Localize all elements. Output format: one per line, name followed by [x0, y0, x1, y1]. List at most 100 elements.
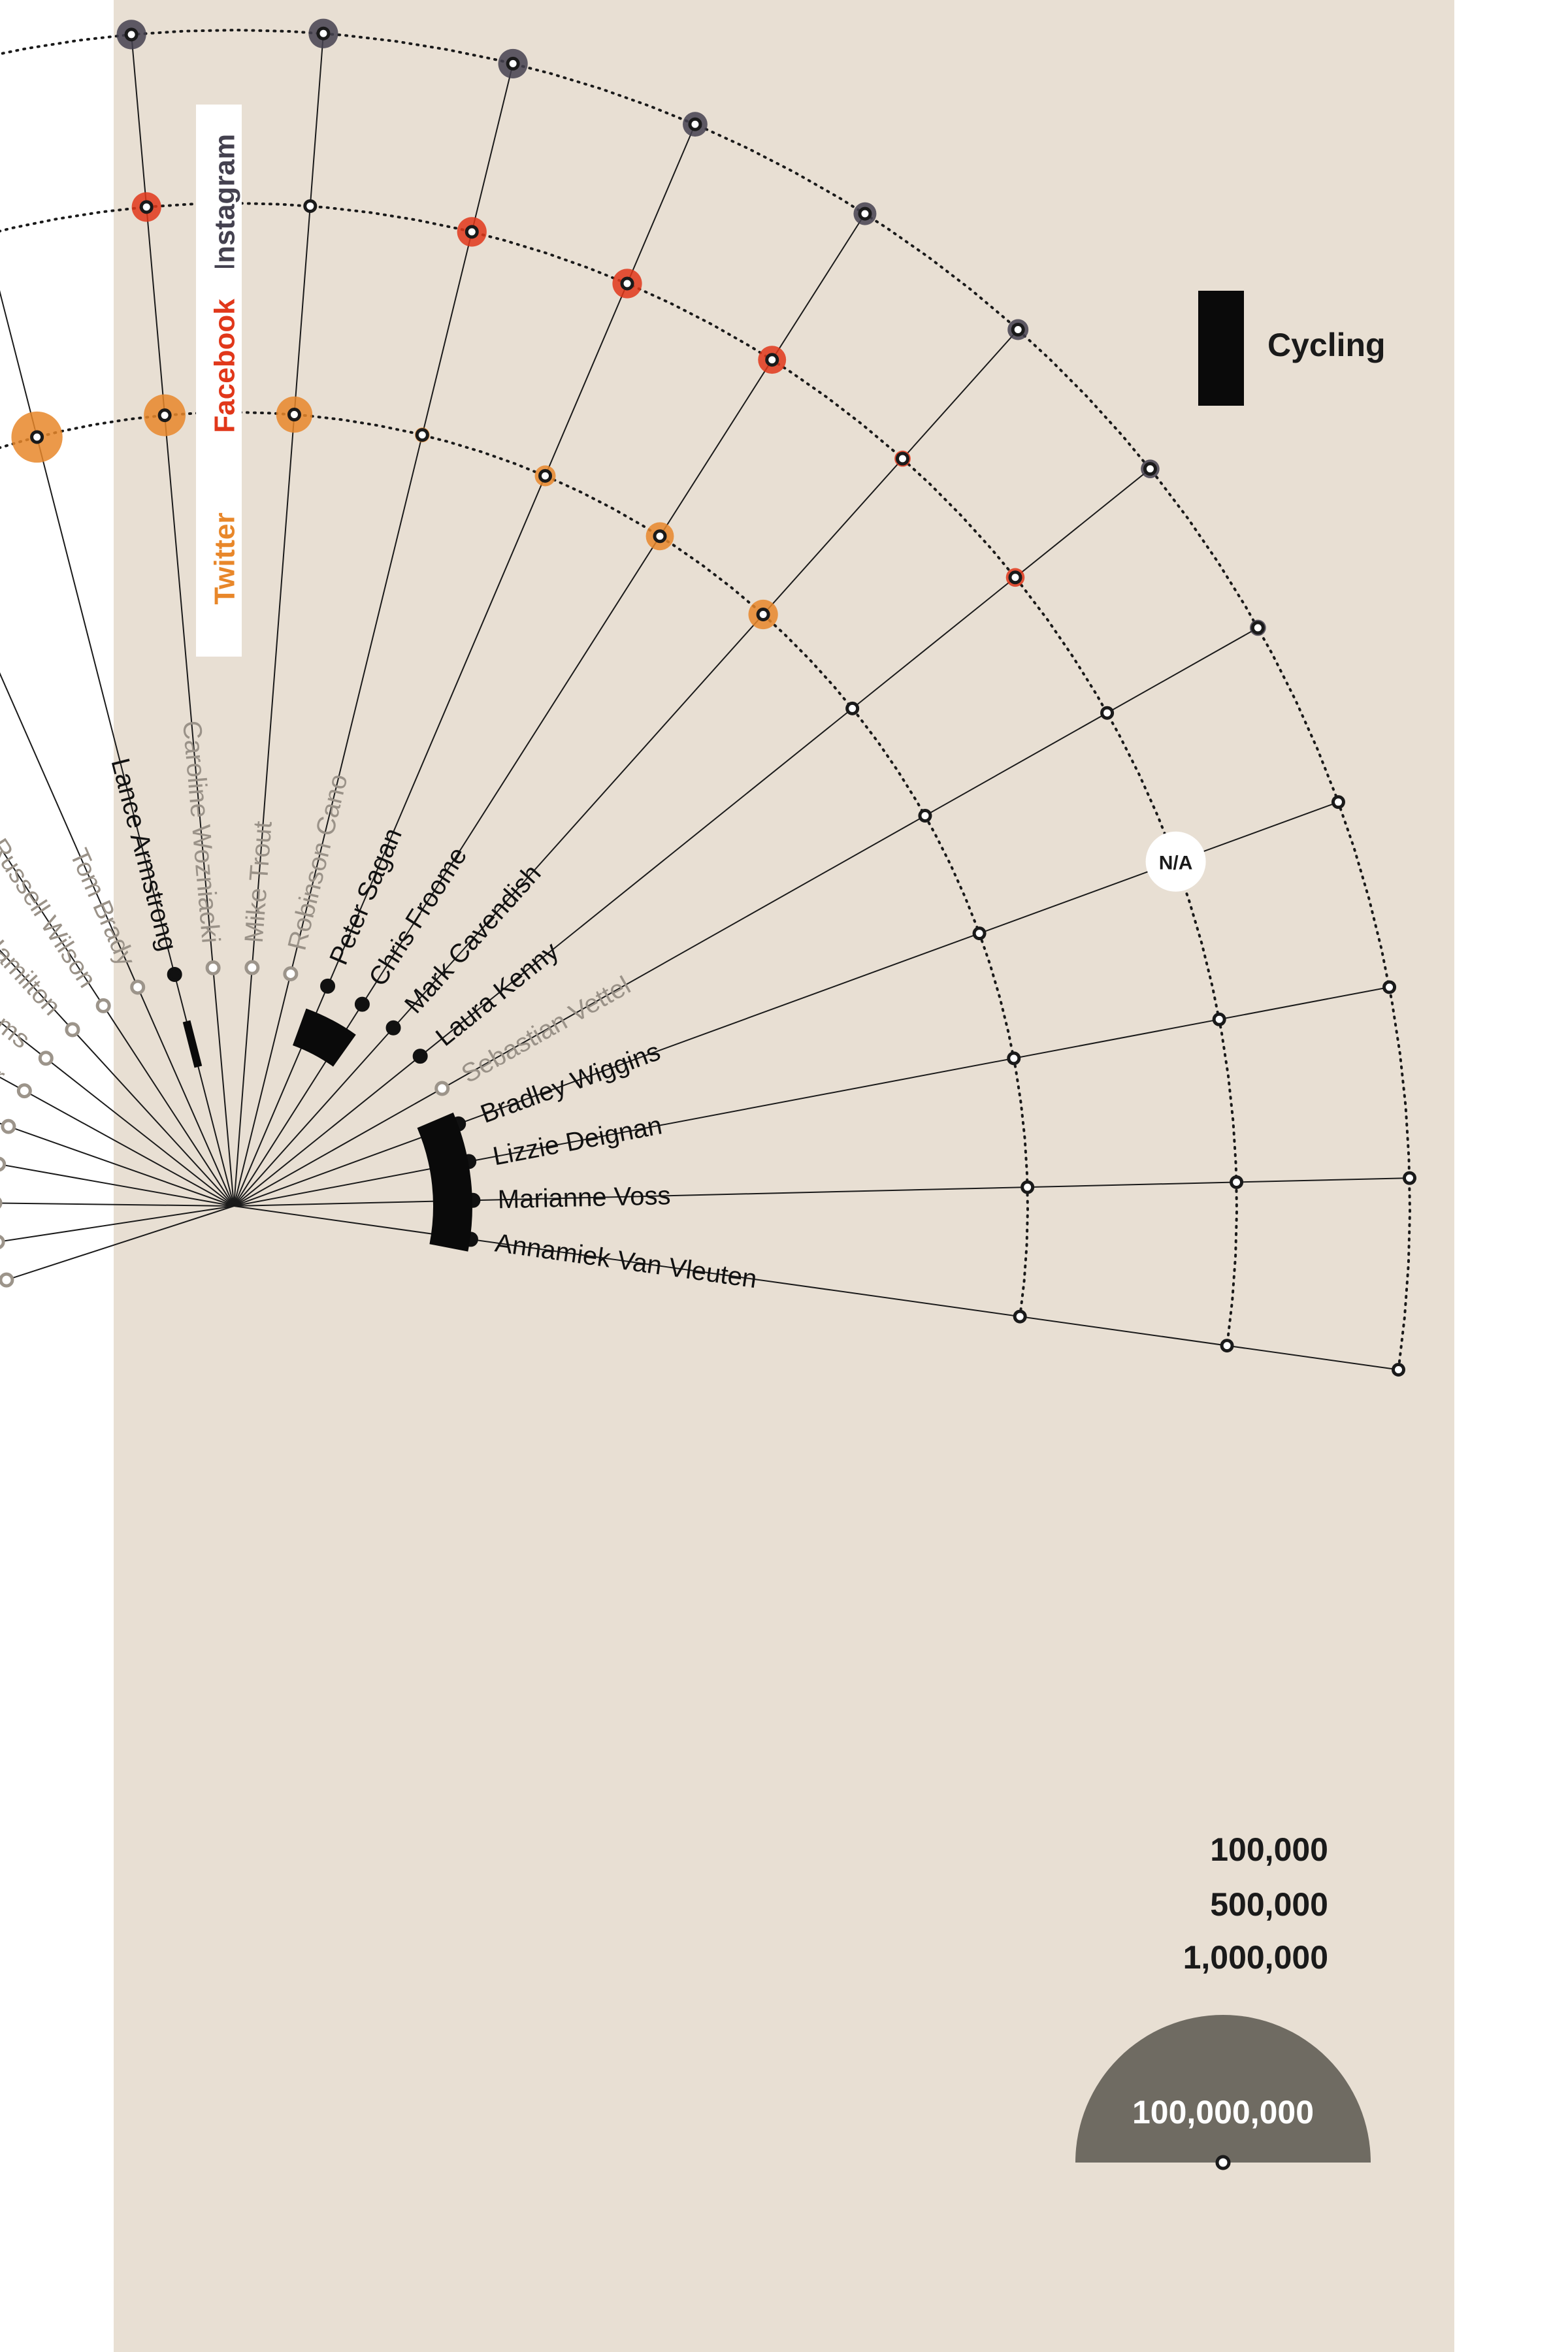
spoke-outer [363, 213, 866, 1002]
athlete-marker [283, 966, 299, 981]
legend-scale-semicircle [1075, 2015, 1371, 2163]
spoke-outer [0, 845, 102, 1003]
spoke-outer [395, 329, 1019, 1026]
athlete-label: Caroline Wozniacki [177, 719, 225, 944]
bubble-center [1007, 1051, 1021, 1066]
legend-size-label-medium: 500,000 [1210, 1886, 1328, 1923]
spokes [0, 33, 1410, 1371]
bubble-center [415, 428, 429, 442]
bubble-center [1402, 1171, 1416, 1185]
spoke-outer [328, 123, 696, 983]
bubble-center [1220, 1339, 1234, 1353]
bubble-center [124, 27, 139, 42]
spoke-inner [2, 1205, 235, 1282]
athlete-marker [385, 1020, 401, 1036]
spoke-inner [42, 1055, 235, 1207]
bubble-center [1230, 1175, 1244, 1189]
spoke-inner [101, 1002, 235, 1207]
spoke-inner [233, 964, 253, 1207]
legend-cycling-label: Cycling [1267, 327, 1386, 363]
na-label: N/A [1159, 853, 1193, 874]
athlete-marker [244, 960, 260, 975]
bubble-center [465, 225, 479, 239]
spoke-outer [0, 289, 174, 971]
spoke-outer [252, 33, 324, 964]
athlete-marker [167, 966, 182, 982]
spoke-outer [476, 1177, 1410, 1201]
athlete-marker [1, 1119, 16, 1134]
bubble-center [316, 26, 331, 41]
bubble-center [139, 200, 154, 214]
bubble-center [765, 353, 779, 367]
spoke-inner [212, 964, 235, 1207]
spoke-inner [135, 983, 235, 1207]
athlete-labels: Christiano RonaldoLionel MessiLeBron Jam… [0, 719, 759, 1294]
bubble-center [756, 608, 770, 622]
legend-cycling-swatch [1198, 291, 1244, 406]
bubble-center [1391, 1363, 1405, 1377]
bubble-center [858, 206, 872, 221]
spoke-outer [474, 1239, 1399, 1371]
guide-facebook [0, 201, 1239, 1347]
facebook-title-box [196, 268, 242, 464]
athlete-marker [0, 1156, 7, 1172]
athlete-marker [320, 978, 336, 994]
bubble-center [30, 430, 44, 444]
bubble-centers: N/AN/AN/A [30, 26, 1416, 1377]
athlete-label: Annamiek Van Vleuten [493, 1228, 759, 1294]
athlete-marker [0, 1235, 5, 1249]
cycling-band [292, 1008, 356, 1067]
twitter-title-box [196, 461, 242, 657]
bubble-center [895, 451, 909, 466]
bubble-center [506, 56, 520, 71]
bubble-center [1021, 1180, 1035, 1194]
legend-scale-center [1215, 2155, 1231, 2170]
bubble-center [845, 701, 860, 715]
spoke-inner [0, 1164, 235, 1207]
spoke-inner [4, 1124, 235, 1207]
cycling-band [417, 1112, 472, 1252]
bubble-center [972, 926, 987, 941]
athlete-marker [0, 1272, 14, 1288]
cycling-tick [182, 1020, 203, 1068]
facebook-title: Facebook [209, 299, 241, 433]
spoke-inner [233, 970, 293, 1207]
bubble-center [1013, 1309, 1027, 1324]
legend-size-label-small: 100,000 [1210, 1831, 1328, 1868]
athlete-marker [65, 1022, 80, 1037]
bubble-center [1331, 795, 1345, 809]
bubble-center [653, 529, 667, 544]
spoke-inner [0, 1202, 235, 1207]
bubble-center [1100, 706, 1115, 720]
athlete-marker [16, 1083, 32, 1099]
athlete-label: Marianne Voss [497, 1181, 671, 1214]
bubble-center [1212, 1012, 1226, 1026]
bubble-center [303, 199, 318, 213]
bubble-center [287, 408, 301, 422]
twitter-title: Twitter [209, 513, 241, 605]
bubble-center [1143, 462, 1157, 476]
bubble-center [688, 117, 702, 131]
athlete-marker [130, 979, 146, 995]
bubble-center [918, 809, 932, 823]
athlete-label: Lizzie Deignan [491, 1111, 664, 1171]
athlete-marker [95, 998, 111, 1013]
legend-size-label-large: 1,000,000 [1183, 1939, 1328, 1976]
athlete-label: Mike Trout [240, 820, 278, 944]
legend-scale-label: 100,000,000 [1132, 2094, 1314, 2131]
bubble-center [538, 468, 553, 483]
na-badge [1145, 831, 1206, 892]
athlete-marker [205, 960, 221, 975]
athlete-marker [0, 1198, 3, 1209]
spoke-outer [472, 986, 1390, 1162]
bubble-center [1250, 621, 1265, 635]
bubble-center [157, 408, 172, 423]
spoke-inner [233, 1024, 397, 1207]
bubble-center [620, 276, 634, 291]
legend: Cycling 100,000 500,000 1,000,000 100,00… [1075, 291, 1386, 2170]
guide-twitter [0, 410, 1030, 1318]
spoke-inner [0, 1205, 235, 1243]
spoke-outer [445, 627, 1258, 1087]
spoke-outer [0, 1281, 3, 1283]
